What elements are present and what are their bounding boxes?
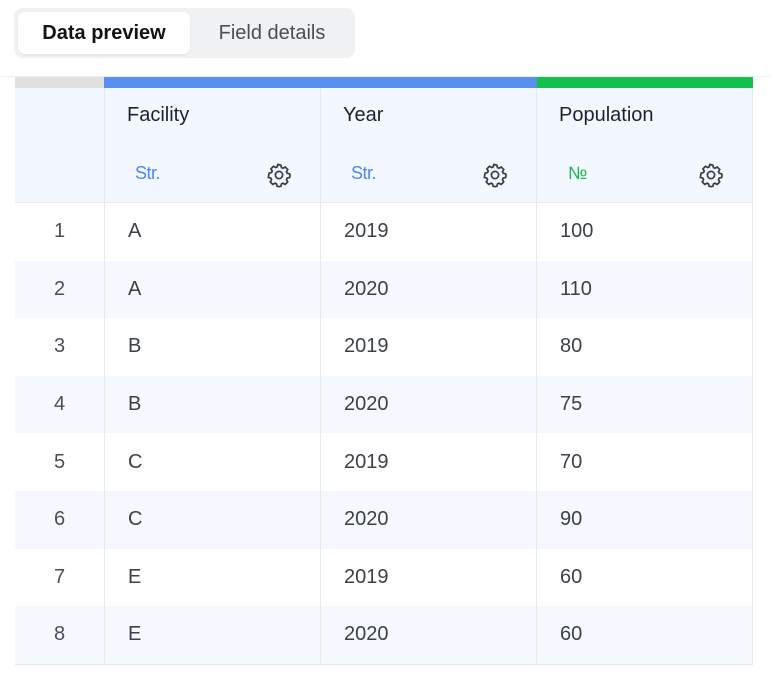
row-index: 7 <box>53 565 66 588</box>
column-type-bars <box>15 77 753 88</box>
cell-year[interactable]: 2020 <box>320 606 536 664</box>
string-columns-bar <box>104 77 537 88</box>
cell-population[interactable]: 60 <box>536 606 753 664</box>
field-type-label: Str. <box>351 163 377 183</box>
view-tabs: Data preview Field details <box>14 8 355 58</box>
table-row: 2 A 2020 110 <box>15 260 753 319</box>
row-index: 6 <box>53 508 66 531</box>
cell-facility[interactable]: C <box>104 433 320 491</box>
cell-facility[interactable]: B <box>104 375 320 434</box>
cell-population[interactable]: 90 <box>536 490 753 549</box>
cell-year[interactable]: 2019 <box>320 318 536 376</box>
table-row: 6 C 2020 90 <box>15 490 753 549</box>
table-row: 7 E 2019 60 <box>15 548 753 607</box>
row-index: 2 <box>53 277 66 300</box>
cell-population[interactable]: 70 <box>536 433 753 491</box>
cell-year[interactable]: 2019 <box>320 203 536 261</box>
cell-population[interactable]: 110 <box>536 260 753 319</box>
column-name: Facility <box>127 104 190 126</box>
table-row: 1 A 2019 100 <box>15 203 753 261</box>
cell-population[interactable]: 75 <box>536 375 753 434</box>
cell-facility[interactable]: E <box>104 548 320 607</box>
column-header-population[interactable]: Population № <box>536 88 753 202</box>
gear-icon[interactable] <box>481 161 509 189</box>
column-header-year[interactable]: Year Str. <box>320 88 536 202</box>
field-type-label: Str. <box>135 163 161 183</box>
row-index: 5 <box>53 450 66 473</box>
cell-year[interactable]: 2019 <box>320 548 536 607</box>
number-columns-bar <box>537 77 753 88</box>
table-row: 3 B 2019 80 <box>15 318 753 376</box>
cell-facility[interactable]: A <box>104 260 320 319</box>
cell-year[interactable]: 2020 <box>320 375 536 434</box>
tab-data-preview[interactable]: Data preview <box>18 12 190 54</box>
row-index: 3 <box>53 335 66 358</box>
row-index: 8 <box>53 623 66 646</box>
cell-year[interactable]: 2020 <box>320 260 536 319</box>
data-grid: Facility Str. Year Str. Population № 1 A… <box>15 77 753 665</box>
cell-year[interactable]: 2020 <box>320 490 536 549</box>
row-index: 1 <box>53 220 66 243</box>
tab-field-details[interactable]: Field details <box>218 22 326 44</box>
table-row: 5 C 2019 70 <box>15 433 753 491</box>
row-index: 4 <box>53 393 66 416</box>
cell-population[interactable]: 60 <box>536 548 753 607</box>
cell-population[interactable]: 100 <box>536 203 753 261</box>
gear-icon[interactable] <box>697 161 725 189</box>
column-header-facility[interactable]: Facility Str. <box>104 88 320 202</box>
cell-facility[interactable]: E <box>104 606 320 664</box>
table-row: 8 E 2020 60 <box>15 606 753 664</box>
column-name: Population <box>559 104 654 126</box>
cell-population[interactable]: 80 <box>536 318 753 376</box>
index-column-bar <box>15 77 104 88</box>
cell-facility[interactable]: B <box>104 318 320 376</box>
cell-facility[interactable]: A <box>104 203 320 261</box>
top-bar: Data preview Field details <box>0 0 772 77</box>
table-row: 4 B 2020 75 <box>15 375 753 434</box>
table-header: Facility Str. Year Str. Population № <box>15 88 753 203</box>
column-name: Year <box>343 104 384 126</box>
gear-icon[interactable] <box>265 161 293 189</box>
field-type-label: № <box>568 163 587 183</box>
cell-year[interactable]: 2019 <box>320 433 536 491</box>
table-body: 1 A 2019 100 2 A 2020 110 3 B 2019 80 4 … <box>15 203 753 665</box>
cell-facility[interactable]: C <box>104 490 320 549</box>
